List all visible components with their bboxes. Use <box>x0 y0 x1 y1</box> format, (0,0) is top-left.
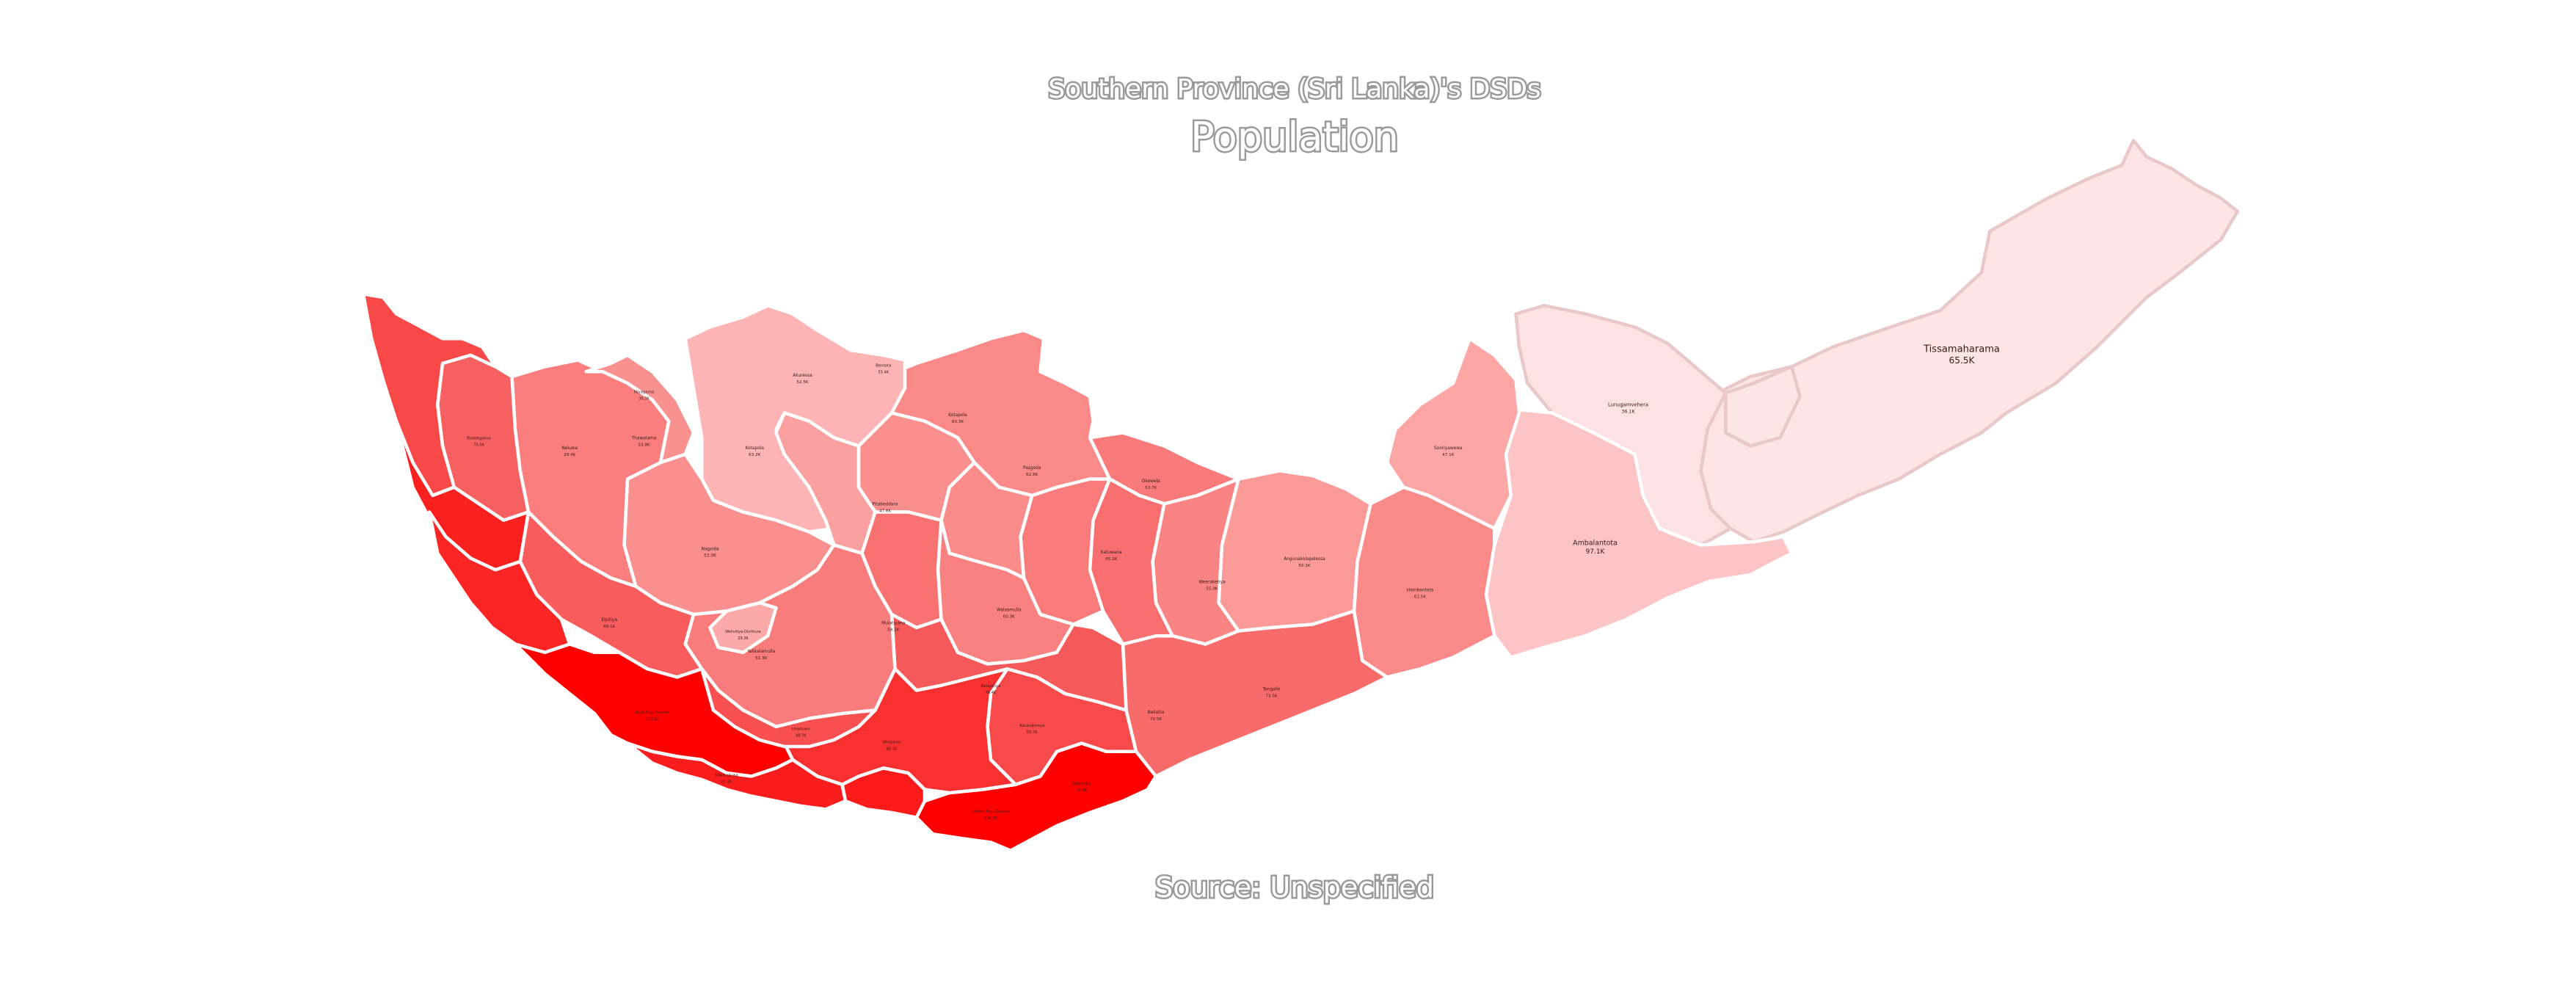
label-name-baddegama: Baddegama <box>467 437 490 441</box>
label-value-akuressa: 52.5K <box>796 380 808 385</box>
dsd-region-angunakolapelessa[interactable] <box>1217 469 1372 633</box>
label-value-bentota: 55.4K <box>878 371 889 375</box>
label-name-habaraduwa: Habaraduwa <box>715 774 738 778</box>
label-name-ambalantota: Ambalantota <box>1573 540 1618 548</box>
dsd-labels: Tissamaharama 65.5K Ambalantota 97.1K Lu… <box>467 344 2000 821</box>
dsd-region-habaraduwa[interactable] <box>625 741 848 811</box>
label-value-sooriyawewa: 47.1K <box>1442 453 1454 457</box>
label-name-galle: Galle Four Gravets <box>636 711 669 715</box>
label-name-lunugamvehera: Lunugamvehera <box>1608 402 1648 408</box>
label-value-weeraketiya: 55.9K <box>1206 587 1218 591</box>
label-name-walasmulla: Walasmulla <box>997 609 1022 613</box>
label-value-kotapola: 60.3K <box>952 420 964 424</box>
label-name-neluwa: Neluwa <box>561 446 578 451</box>
label-name-angunakolapelessa: Angunakolapelessa <box>1284 557 1325 562</box>
label-name-weeraketiya: Weeraketiya <box>1198 580 1226 584</box>
dsd-region-thissa-inner[interactable] <box>1724 365 1802 448</box>
label-name-imaduwa: Imaduwa <box>792 727 810 732</box>
label-value-galle: 101.1K <box>646 717 659 722</box>
label-value-neluwa: 29.4K <box>564 453 575 457</box>
label-name-sooriyawewa: Sooriyawewa <box>1434 446 1463 451</box>
dsd-region-tissamaharama[interactable] <box>1699 139 2239 544</box>
label-value-elpitiya: 69.1K <box>603 625 615 629</box>
label-name-pitabeddara: Pitabeddara <box>872 503 898 507</box>
label-value-tissamaharama: 65.5K <box>1949 355 1976 366</box>
dsd-region-welivitiya[interactable] <box>708 601 778 654</box>
label-value-mulatiyana: 59.2K <box>887 628 899 633</box>
label-value-lunugamvehera: 36.1K <box>1621 410 1635 415</box>
dsd-region-imaduwa[interactable] <box>700 667 877 749</box>
label-value-kotapola2: 63.2K <box>749 453 760 457</box>
label-name-akuressa: Akuressa <box>793 374 812 378</box>
district-matara <box>774 328 1158 852</box>
label-value-beliatta: 70.5K <box>1150 717 1162 722</box>
map-title: Population <box>1190 114 1399 160</box>
label-name-karandeniya: Karandeniya <box>1019 724 1044 728</box>
label-value-ambalantota: 97.1K <box>1586 548 1606 556</box>
label-name-niyagama: Niyagama <box>634 391 654 395</box>
label-name-pasgoda: Pasgoda <box>1023 466 1041 471</box>
label-name-hambantota: Hambantota <box>1407 589 1434 593</box>
label-value-tangalle: 73.5K <box>1265 694 1277 699</box>
label-name-nagoda: Nagoda <box>701 546 718 551</box>
label-name-tangalle: Tangalle <box>1262 688 1280 692</box>
label-name-katuwana: Katuwana <box>1101 551 1122 555</box>
label-value-habaraduwa: 81.2K <box>721 780 732 785</box>
label-value-dickwella: 72.9K <box>1077 788 1088 793</box>
district-hambantota <box>1352 139 2239 679</box>
label-value-weligama: 86.1K <box>887 747 898 752</box>
label-name-mulatiyana: Mulatiyana <box>881 622 906 626</box>
label-name-yakkalamulla: Yakkalamulla <box>746 650 775 654</box>
label-value-welivitiya: 29.3K <box>738 636 749 641</box>
district-galle <box>361 292 907 811</box>
label-value-okewela: 53.7K <box>1145 486 1157 490</box>
label-value-walasmulla: 60.3K <box>1003 615 1015 620</box>
label-name-kotapola: Kotapola <box>948 413 967 418</box>
district-hambantota-west <box>1019 431 1389 778</box>
label-value-pasgoda: 62.8K <box>1026 473 1038 477</box>
label-value-imaduwa: 48.7K <box>796 734 807 738</box>
label-name-okewela: Okewela <box>1142 479 1160 484</box>
label-name-elpitiya: Elpitiya <box>601 618 617 622</box>
label-value-hambantota: 62.5K <box>1414 595 1426 600</box>
label-value-yakkalamulla: 51.3K <box>755 656 767 661</box>
label-value-pitabeddara: 47.6K <box>879 509 891 514</box>
label-name-dickwella: Dickwella <box>1073 782 1091 786</box>
label-name-kotapola2: Kotapola <box>746 446 765 451</box>
dsd-region-niyagama[interactable] <box>584 353 696 465</box>
label-value-angunakolapelessa: 50.1K <box>1298 564 1310 568</box>
label-value-matara: 114.5K <box>984 816 997 821</box>
label-name-tissamaharama: Tissamaharama <box>1923 344 2000 355</box>
label-value-baddegama: 75.0K <box>473 443 484 448</box>
label-name-thawalama: Thawalama <box>631 437 657 441</box>
label-value-thawalama: 33.8K <box>638 443 650 448</box>
label-name-balapitiya: Balapitiya <box>981 684 1001 689</box>
label-value-nagoda: 53.0K <box>704 553 716 558</box>
label-name-welivitiya: Welivitiya-Divithura <box>725 630 760 634</box>
label-name-weligama: Weligama <box>883 741 900 745</box>
map-source: Source: Unspecified <box>1155 871 1434 904</box>
label-value-niyagama: 38.3K <box>638 397 650 402</box>
label-name-bentota: Bentota <box>876 364 891 369</box>
label-name-beliatta: Beliatta <box>1148 711 1165 715</box>
map-subtitle: Southern Province (Sri Lanka)'s DSDs <box>1048 74 1540 104</box>
label-name-matara: Matara Four Gravets <box>972 810 1010 814</box>
label-value-katuwana: 65.2K <box>1105 557 1117 562</box>
label-value-balapitiya: 76.4K <box>986 691 997 695</box>
label-value-karandeniya: 65.7K <box>1027 730 1038 735</box>
